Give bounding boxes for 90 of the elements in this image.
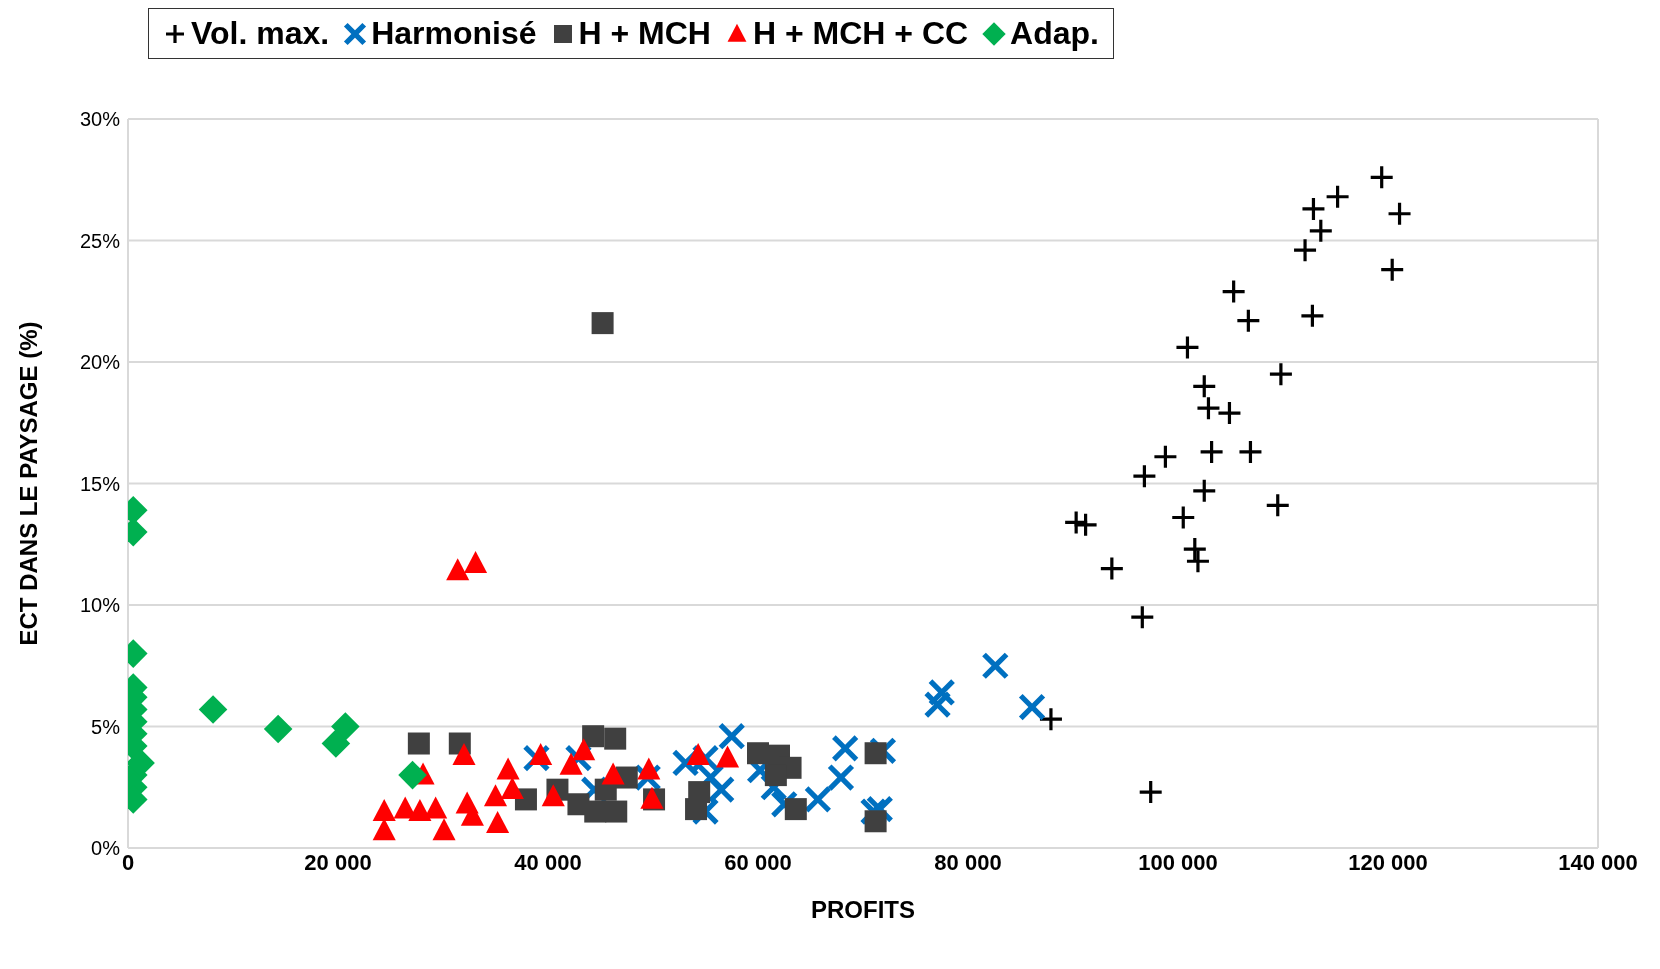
point (1131, 606, 1154, 629)
point (500, 777, 524, 800)
point (604, 727, 627, 750)
point (688, 781, 711, 804)
point (1018, 693, 1046, 721)
point (1301, 304, 1324, 327)
point (1218, 402, 1241, 425)
point (432, 818, 456, 841)
point (1193, 375, 1216, 398)
point (408, 798, 432, 821)
point (1193, 479, 1216, 502)
point (1239, 440, 1262, 463)
point (1294, 239, 1317, 262)
point (716, 745, 740, 768)
x-tick-label: 20 000 (304, 849, 372, 875)
x-tick-label: 60 000 (724, 849, 792, 875)
point (1039, 708, 1062, 731)
point (601, 762, 625, 785)
point (804, 786, 831, 813)
point (1172, 506, 1195, 529)
point (1370, 166, 1393, 189)
point (1139, 781, 1162, 804)
point (827, 764, 855, 791)
y-tick-label: 20% (79, 351, 121, 374)
x-tick-label: 40 000 (514, 849, 582, 875)
point (784, 798, 807, 821)
y-tick-label: 0% (91, 837, 121, 860)
point (446, 558, 470, 581)
point (1309, 219, 1332, 242)
point (1183, 538, 1206, 561)
point (424, 796, 448, 819)
point (1197, 397, 1220, 420)
point (686, 743, 710, 766)
point (496, 757, 520, 780)
point (567, 793, 590, 816)
y-axis-title: ECT DANS LE PAYSAGE (%) (14, 321, 42, 646)
legend-label: H + MCH (578, 15, 711, 52)
point (372, 798, 396, 821)
point (452, 743, 476, 766)
point (1200, 440, 1223, 463)
legend-label: Adap. (1010, 15, 1099, 52)
point (1186, 550, 1209, 573)
point (1381, 258, 1404, 281)
point (541, 784, 565, 807)
point (529, 743, 553, 766)
y-tick-label: 10% (79, 594, 121, 617)
point (1237, 309, 1260, 332)
point (559, 752, 583, 775)
point (864, 810, 887, 833)
point (708, 776, 735, 803)
point (464, 551, 488, 574)
point (407, 732, 430, 755)
x-tick-label: 80 000 (934, 849, 1002, 875)
x-axis-title: PROFITS (810, 896, 916, 923)
point (1302, 197, 1325, 220)
y-tick-label: 30% (79, 108, 121, 131)
point (637, 757, 661, 780)
x-tick-label: 140 000 (1558, 849, 1638, 875)
point (582, 725, 605, 748)
legend-label: H + MCH + CC (752, 15, 969, 52)
point (1269, 363, 1292, 386)
point (591, 312, 614, 335)
point (572, 738, 596, 761)
point (483, 784, 508, 807)
legend-label: Harmonisé (371, 15, 537, 52)
point (1222, 280, 1245, 303)
point (718, 723, 745, 750)
x-tick-label: 100 000 (1138, 849, 1218, 875)
y-tick-label: 25% (79, 229, 121, 252)
legend-label: Vol. max. (191, 15, 330, 52)
y-tick-label: 15% (79, 472, 121, 495)
point (1266, 494, 1289, 517)
x-tick-label: 120 000 (1348, 849, 1428, 875)
point (928, 679, 955, 706)
point (1176, 336, 1199, 359)
point (982, 652, 1009, 679)
point (1154, 445, 1177, 468)
point (1388, 202, 1411, 225)
point (486, 811, 510, 834)
point (864, 742, 887, 765)
point (747, 742, 769, 765)
x-tick-label: 0 (121, 849, 135, 875)
point (1100, 557, 1123, 580)
point (832, 735, 859, 762)
point (372, 818, 396, 841)
point (605, 800, 628, 823)
point (1133, 465, 1156, 488)
y-tick-label: 5% (91, 715, 121, 738)
point (1326, 185, 1349, 208)
point (1074, 513, 1097, 536)
